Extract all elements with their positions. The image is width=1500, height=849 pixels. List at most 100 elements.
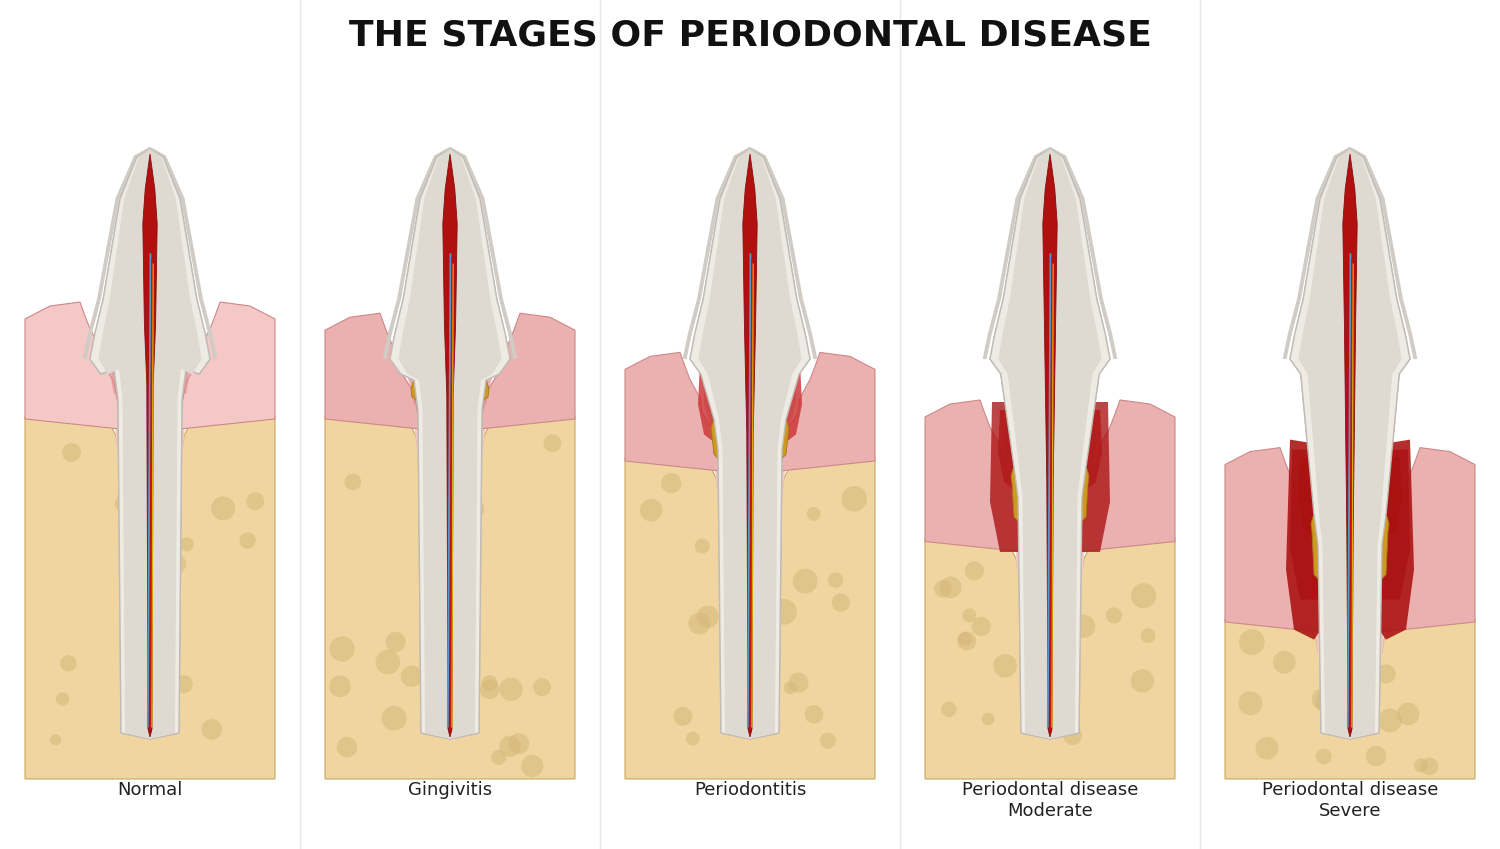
Circle shape	[150, 520, 171, 539]
Circle shape	[963, 609, 976, 622]
Circle shape	[934, 580, 951, 598]
Polygon shape	[1342, 154, 1358, 737]
Polygon shape	[1342, 154, 1358, 737]
Circle shape	[330, 637, 354, 661]
Circle shape	[1072, 615, 1095, 638]
Circle shape	[940, 701, 957, 717]
Polygon shape	[1077, 464, 1089, 522]
Circle shape	[1420, 757, 1438, 775]
Circle shape	[982, 713, 994, 725]
Polygon shape	[399, 149, 501, 739]
Circle shape	[1131, 669, 1154, 693]
Circle shape	[120, 669, 142, 692]
Text: Periodontal disease
Severe: Periodontal disease Severe	[1262, 781, 1438, 820]
Polygon shape	[1376, 450, 1410, 599]
Polygon shape	[742, 154, 758, 737]
Circle shape	[1032, 659, 1053, 679]
Polygon shape	[742, 154, 758, 737]
Polygon shape	[1078, 427, 1096, 492]
Text: THE STAGES OF PERIODONTAL DISEASE: THE STAGES OF PERIODONTAL DISEASE	[348, 19, 1152, 53]
Polygon shape	[926, 400, 1020, 552]
Circle shape	[1378, 708, 1402, 733]
Circle shape	[1332, 665, 1344, 677]
Polygon shape	[26, 302, 120, 429]
Circle shape	[180, 537, 194, 551]
Circle shape	[520, 755, 543, 777]
Circle shape	[211, 497, 236, 520]
Circle shape	[1340, 705, 1354, 719]
Polygon shape	[999, 149, 1101, 739]
Polygon shape	[777, 416, 789, 459]
Polygon shape	[626, 458, 874, 779]
Circle shape	[1414, 758, 1428, 773]
Circle shape	[123, 458, 148, 483]
Polygon shape	[690, 149, 810, 739]
Polygon shape	[777, 363, 802, 444]
Text: Gingivitis: Gingivitis	[408, 781, 492, 799]
Polygon shape	[990, 402, 1024, 552]
Circle shape	[116, 494, 134, 514]
Circle shape	[783, 682, 796, 694]
Circle shape	[807, 507, 820, 520]
Polygon shape	[1004, 427, 1022, 492]
Polygon shape	[1042, 154, 1058, 737]
Circle shape	[957, 632, 976, 650]
Circle shape	[804, 705, 824, 723]
Circle shape	[1322, 661, 1342, 682]
Polygon shape	[90, 149, 210, 739]
Circle shape	[756, 639, 776, 659]
Circle shape	[130, 529, 142, 542]
Circle shape	[688, 613, 711, 635]
Circle shape	[964, 561, 984, 581]
Circle shape	[1316, 749, 1332, 764]
Polygon shape	[1312, 514, 1388, 741]
Circle shape	[386, 632, 405, 652]
Polygon shape	[990, 149, 1110, 739]
Circle shape	[1048, 588, 1072, 611]
Circle shape	[1256, 737, 1278, 760]
Polygon shape	[990, 149, 1110, 739]
Circle shape	[1239, 691, 1263, 715]
Circle shape	[174, 675, 192, 693]
Polygon shape	[1013, 467, 1088, 741]
Polygon shape	[712, 419, 788, 741]
Polygon shape	[104, 329, 122, 394]
Circle shape	[345, 474, 362, 490]
Polygon shape	[998, 410, 1023, 492]
Polygon shape	[442, 154, 458, 737]
Circle shape	[1142, 628, 1155, 643]
Circle shape	[1396, 703, 1419, 725]
Circle shape	[490, 750, 507, 765]
Polygon shape	[326, 416, 574, 779]
Circle shape	[338, 737, 357, 757]
Circle shape	[1316, 690, 1338, 713]
Polygon shape	[480, 313, 574, 429]
Polygon shape	[1377, 458, 1402, 540]
Text: Periodontal disease
Moderate: Periodontal disease Moderate	[962, 781, 1138, 820]
Circle shape	[1366, 746, 1386, 766]
Polygon shape	[99, 149, 201, 739]
Polygon shape	[26, 416, 274, 779]
Polygon shape	[778, 380, 796, 444]
Polygon shape	[1304, 475, 1322, 540]
Polygon shape	[1011, 464, 1023, 522]
Circle shape	[972, 617, 992, 636]
Circle shape	[240, 532, 256, 548]
Circle shape	[543, 435, 561, 452]
Circle shape	[532, 678, 550, 696]
Circle shape	[500, 735, 520, 757]
Polygon shape	[1226, 447, 1320, 632]
Polygon shape	[704, 380, 722, 444]
Polygon shape	[1380, 447, 1474, 632]
Circle shape	[375, 649, 400, 674]
Polygon shape	[926, 538, 1174, 779]
Polygon shape	[1376, 440, 1414, 639]
Circle shape	[958, 632, 972, 646]
Polygon shape	[390, 149, 510, 739]
Circle shape	[686, 732, 699, 745]
Polygon shape	[442, 154, 458, 737]
Circle shape	[1131, 583, 1156, 608]
Polygon shape	[411, 377, 423, 403]
Circle shape	[56, 692, 69, 706]
Circle shape	[166, 554, 186, 574]
